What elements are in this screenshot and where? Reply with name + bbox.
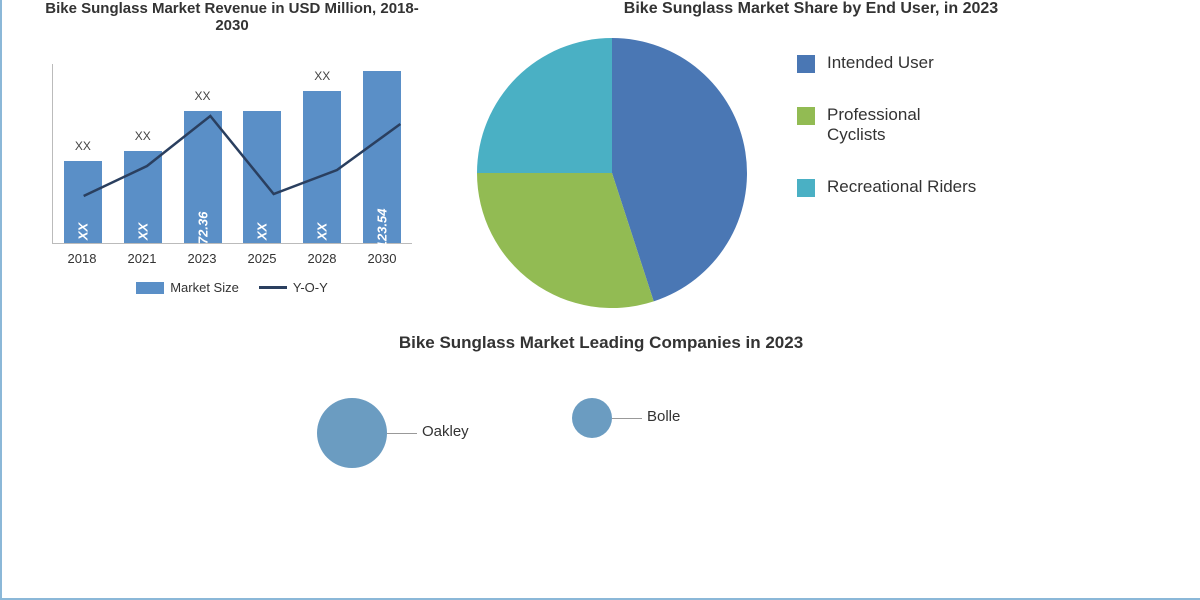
company-bubble	[572, 398, 612, 438]
legend-market-size-label: Market Size	[170, 280, 239, 295]
company-label: Oakley	[422, 423, 469, 440]
pie-legend-label: Intended User	[827, 53, 934, 73]
company-bubble	[317, 398, 387, 468]
bar-chart: XXXXXXXX772.36XXXXXXXX1123.54 2018202120…	[42, 44, 422, 274]
x-axis-label: 2025	[237, 251, 287, 266]
bar-value-label: XX	[315, 223, 330, 240]
pie-chart	[462, 33, 762, 313]
x-axis-label: 2028	[297, 251, 347, 266]
companies-title: Bike Sunglass Market Leading Companies i…	[2, 333, 1200, 353]
x-axis-label: 2023	[177, 251, 227, 266]
bar-value-label: XX	[75, 223, 90, 240]
legend-yoy: Y-O-Y	[259, 280, 328, 295]
pie-swatch	[797, 107, 815, 125]
bar-column: XX	[237, 111, 287, 243]
bar-value-label: 1123.54	[375, 208, 390, 254]
bar-chart-legend: Market Size Y-O-Y	[32, 280, 432, 295]
bar-value-label: XX	[255, 223, 270, 240]
bar-chart-title: Bike Sunglass Market Revenue in USD Mill…	[32, 0, 432, 34]
pie-swatch	[797, 55, 815, 73]
x-axis-label: 2030	[357, 251, 407, 266]
bar-column: XXXX	[118, 151, 168, 243]
pie-legend-item: Intended User	[797, 53, 977, 73]
bar-column: 772.36XX	[178, 111, 228, 243]
companies-bubbles: Oakley Bolle	[2, 373, 1200, 523]
pie-swatch	[797, 179, 815, 197]
bar-chart-section: Bike Sunglass Market Revenue in USD Mill…	[22, 0, 442, 313]
bar-value-label: 772.36	[195, 212, 210, 252]
pie-chart-section: Bike Sunglass Market Share by End User, …	[442, 0, 1180, 313]
bar-column: 1123.54	[357, 71, 407, 243]
pie-legend-item: Professional Cyclists	[797, 105, 977, 145]
bar: 1123.54	[363, 71, 401, 243]
bar-column: XXXX	[297, 91, 347, 243]
x-axis-label: 2018	[57, 251, 107, 266]
bar: 772.36XX	[184, 111, 222, 243]
pie-legend-label: Recreational Riders	[827, 177, 976, 197]
bar-column: XXXX	[58, 161, 108, 243]
bar-value-label: XX	[135, 223, 150, 240]
bar: XX	[243, 111, 281, 243]
bar: XXXX	[124, 151, 162, 243]
pie-legend-item: Recreational Riders	[797, 177, 977, 197]
legend-yoy-label: Y-O-Y	[293, 280, 328, 295]
pie-chart-legend: Intended User Professional Cyclists Recrea…	[797, 53, 977, 229]
bubble-leader-line	[387, 433, 417, 434]
pie-legend-label: Professional Cyclists	[827, 105, 977, 145]
xx-marker: XX	[314, 69, 330, 83]
pie-chart-title: Bike Sunglass Market Share by End User, …	[462, 0, 1160, 18]
x-axis-label: 2021	[117, 251, 167, 266]
bubble-leader-line	[612, 418, 642, 419]
bar: XXXX	[303, 91, 341, 243]
xx-marker: XX	[135, 129, 151, 143]
company-label: Bolle	[647, 408, 680, 425]
legend-market-size: Market Size	[136, 280, 239, 295]
xx-marker: XX	[75, 139, 91, 153]
bar: XXXX	[64, 161, 102, 243]
xx-marker: XX	[195, 89, 211, 103]
